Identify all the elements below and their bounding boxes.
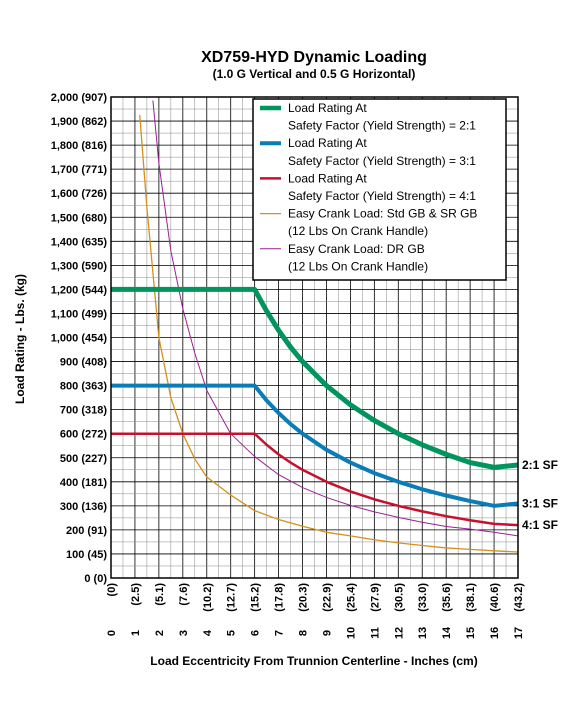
x-tick-label-cm: (0) xyxy=(106,583,118,597)
x-tick-label-cm: (35.6) xyxy=(441,583,453,612)
y-tick-label: 1,600 (726) xyxy=(51,188,108,200)
x-tick-label-cm: (5.1) xyxy=(154,583,166,606)
y-tick-label: 300 (136) xyxy=(60,501,107,513)
y-tick-label: 1,700 (771) xyxy=(51,164,108,176)
x-tick-label: 11 xyxy=(369,627,381,639)
y-tick-label: 0 (0) xyxy=(84,573,107,585)
y-tick-label: 100 (45) xyxy=(66,549,107,561)
x-tick-label-cm: (20.3) xyxy=(298,583,310,612)
y-tick-label: 200 (91) xyxy=(66,525,107,537)
chart-subtitle: (1.0 G Vertical and 0.5 G Horizontal) xyxy=(213,67,416,81)
y-tick-label: 1,500 (680) xyxy=(51,212,108,224)
legend-label: (12 Lbs On Crank Handle) xyxy=(288,224,428,238)
series-lines xyxy=(111,100,518,553)
series-line xyxy=(111,286,518,470)
y-tick-label: 600 (272) xyxy=(60,429,107,441)
x-tick-label-cm: (17.8) xyxy=(274,583,286,612)
legend-label: Safety Factor (Yield Strength) = 3:1 xyxy=(288,154,476,168)
x-tick-label: 3 xyxy=(178,630,190,636)
x-axis-label: Load Eccentricity From Trunnion Centerli… xyxy=(150,654,477,668)
legend-label: Safety Factor (Yield Strength) = 4:1 xyxy=(288,189,476,203)
x-tick-label: 2 xyxy=(154,630,166,636)
x-tick-label-cm: (12.7) xyxy=(226,583,238,612)
x-tick-label-cm: (40.6) xyxy=(489,583,501,612)
x-tick-label-cm: (33.0) xyxy=(417,583,429,612)
series-line xyxy=(111,383,518,508)
x-tick-label: 1 xyxy=(130,630,142,636)
x-tick-label: 14 xyxy=(441,626,453,639)
chart-title: XD759-HYD Dynamic Loading xyxy=(201,49,427,66)
y-tick-label: 1,000 (454) xyxy=(51,333,108,345)
x-tick-label: 12 xyxy=(393,627,405,639)
y-tick-label: 700 (318) xyxy=(60,405,107,417)
legend-label: Easy Crank Load: Std GB & SR GB xyxy=(288,207,477,221)
series-line xyxy=(139,114,518,553)
series-end-label: 3:1 SF xyxy=(522,496,558,510)
series-end-label: 2:1 SF xyxy=(522,458,558,472)
legend-box xyxy=(252,98,507,281)
y-tick-label: 900 (408) xyxy=(60,357,107,369)
y-tick-label: 1,800 (816) xyxy=(51,140,108,152)
x-tick-label-cm: (43.2) xyxy=(513,583,525,612)
legend-label: Load Rating At xyxy=(288,171,367,185)
legend-label: Safety Factor (Yield Strength) = 2:1 xyxy=(288,119,476,133)
series-line xyxy=(152,100,518,537)
x-tick-label: 4 xyxy=(202,629,214,636)
x-tick-label-cm: (25.4) xyxy=(345,583,357,612)
y-tick-label: 2,000 (907) xyxy=(51,92,108,104)
series-end-label: 4:1 SF xyxy=(522,518,558,532)
x-tick-label-cm: (2.5) xyxy=(130,583,142,606)
x-tick-label: 7 xyxy=(274,630,286,636)
y-tick-label: 1,100 (499) xyxy=(51,308,108,320)
x-tick-label-cm: (15.2) xyxy=(250,583,262,612)
x-tick-label-cm: (27.9) xyxy=(369,583,381,612)
x-tick-label: 13 xyxy=(417,627,429,639)
x-tick-label-cm: (22.9) xyxy=(321,583,333,612)
y-axis-label: Load Rating - Lbs. (kg) xyxy=(13,274,27,404)
y-tick-label: 500 (227) xyxy=(60,453,107,465)
x-tick-label: 0 xyxy=(106,630,118,636)
x-tick-label: 17 xyxy=(513,627,525,639)
y-tick-label: 1,400 (635) xyxy=(51,236,108,248)
y-tick-label: 1,200 (544) xyxy=(51,284,108,296)
x-tick-label-cm: (10.2) xyxy=(202,583,214,612)
legend-label: Load Rating At xyxy=(288,136,367,150)
x-tick-label: 15 xyxy=(465,627,477,639)
x-tick-label: 16 xyxy=(489,627,501,639)
y-tick-label: 1,900 (862) xyxy=(51,116,108,128)
x-tick-label: 6 xyxy=(250,630,262,636)
x-tick-label: 8 xyxy=(298,630,310,636)
series-line xyxy=(111,432,518,527)
legend-label: (12 Lbs On Crank Handle) xyxy=(288,259,428,273)
legend-label: Easy Crank Load: DR GB xyxy=(288,242,425,256)
y-tick-label: 1,300 (590) xyxy=(51,260,108,272)
legend: Load Rating At Safety Factor (Yield Stren… xyxy=(252,98,507,281)
x-tick-label: 5 xyxy=(226,630,238,636)
x-tick-label-cm: (30.5) xyxy=(393,583,405,612)
x-tick-label: 10 xyxy=(345,627,357,639)
plot-border xyxy=(110,96,519,579)
x-tick-label: 9 xyxy=(321,630,333,636)
y-tick-label: 400 (181) xyxy=(60,477,107,489)
legend-label: Load Rating At xyxy=(288,101,367,115)
x-tick-label-cm: (38.1) xyxy=(465,583,477,612)
x-tick-label-cm: (7.6) xyxy=(178,583,190,606)
y-tick-label: 800 (363) xyxy=(60,381,107,393)
